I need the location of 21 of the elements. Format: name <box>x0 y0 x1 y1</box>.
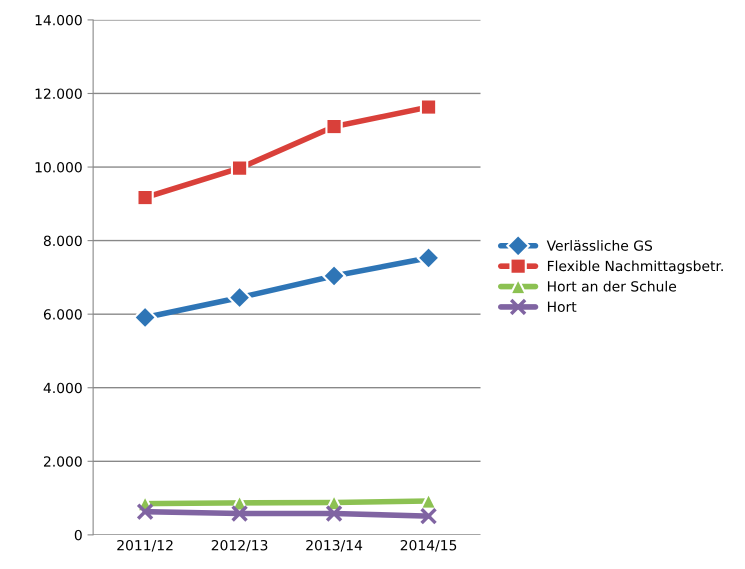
x-tick-label: 2014/15 <box>400 540 456 552</box>
point <box>230 504 248 522</box>
point <box>325 504 343 522</box>
y-tick-label: 6.000 <box>44 309 82 320</box>
x-tick-label: 2012/13 <box>212 540 268 552</box>
y-tick-label: 14.000 <box>36 14 82 26</box>
y-tick-label: 10.000 <box>36 162 82 173</box>
y-tick-label: 4.000 <box>44 382 82 394</box>
y-tick-label: 2.000 <box>44 456 82 467</box>
legend-label: Hort an der Schule <box>548 280 676 292</box>
legend-label: Verlässliche GS <box>546 240 652 251</box>
x-tick-label: 2013/14 <box>306 540 362 552</box>
y-tick-label: 12.000 <box>36 88 82 99</box>
point <box>136 503 154 520</box>
x-tick-label: 2011/12 <box>117 540 173 552</box>
point <box>230 159 248 177</box>
y-tick-label: 0 <box>74 530 82 540</box>
legend-label: Flexible Nachmittagsbetr. <box>548 260 723 274</box>
legend-label: Hort <box>548 302 576 312</box>
point <box>420 507 438 525</box>
y-tick-label: 8.000 <box>44 236 82 246</box>
